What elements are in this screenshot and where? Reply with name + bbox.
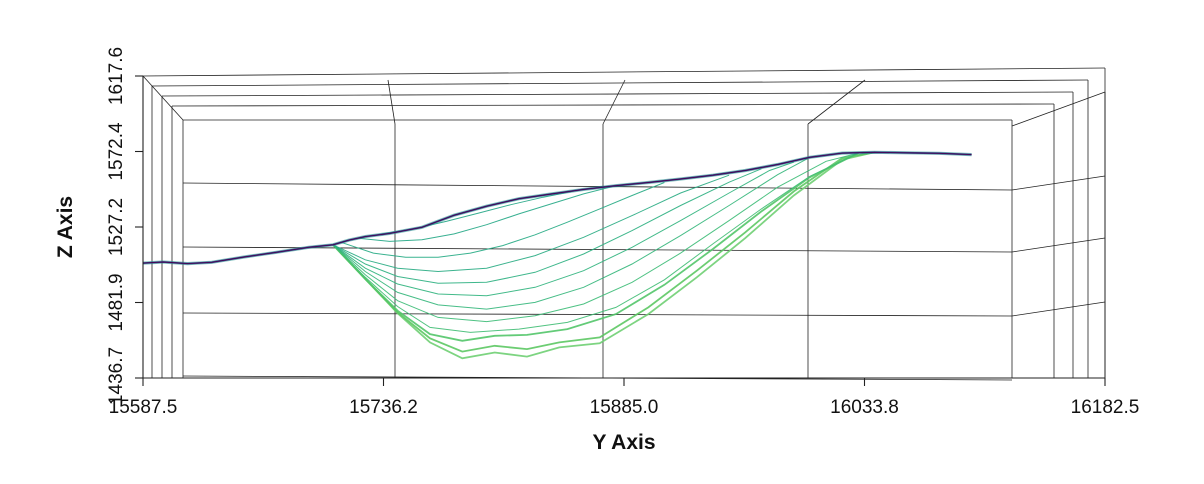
deformation-series-line xyxy=(340,182,665,258)
x-tick-label: 15885.0 xyxy=(590,397,659,418)
deformation-series-line xyxy=(332,151,875,360)
grid-line-vertical-depth xyxy=(602,79,626,125)
terrain-profile-group xyxy=(142,150,972,266)
z-axis-ticks: 1436.7 1481.9 1527.2 1572.4 1617.6 xyxy=(106,47,143,405)
z-tick-label: 1617.6 xyxy=(106,47,127,105)
z-tick-label: 1572.4 xyxy=(106,122,127,181)
z-tick-label: 1527.2 xyxy=(106,198,127,256)
deformation-series-group xyxy=(332,151,875,360)
x-axis-ticks: 15587.5 15736.2 15885.0 16033.8 16182.5 xyxy=(109,378,1140,418)
x-tick-label: 16182.5 xyxy=(1071,397,1140,418)
grid-line-horizontal xyxy=(182,312,1013,317)
box-edge-top xyxy=(161,91,1074,97)
x-tick-label: 16033.8 xyxy=(830,397,899,418)
box-edge-top xyxy=(171,103,1055,107)
z-tick-label: 1481.9 xyxy=(106,273,127,331)
deformation-series-line xyxy=(332,152,859,333)
box-corner-edge xyxy=(142,75,184,121)
grid-line-horizontal xyxy=(182,246,1013,253)
deformation-series-line xyxy=(332,152,859,342)
x-axis-title: Y Axis xyxy=(592,431,655,454)
deformation-series-line xyxy=(332,174,730,273)
deformation-series-line xyxy=(357,185,617,242)
z-tick-label: 1436.7 xyxy=(106,347,127,405)
box-edge-top xyxy=(151,79,1089,87)
x-tick-label: 15736.2 xyxy=(349,397,418,418)
grid-line-depth xyxy=(1011,301,1106,317)
grid-lines xyxy=(182,79,1106,381)
deformation-series-line xyxy=(332,156,811,310)
box-corner-edge xyxy=(1011,91,1106,127)
grid-line-depth xyxy=(1011,175,1106,191)
grid-line-depth xyxy=(1011,237,1106,253)
deformation-series-line xyxy=(332,151,875,353)
bounding-box-front-frame xyxy=(142,76,1106,379)
box-edge-top xyxy=(142,67,1106,77)
grid-line-vertical-depth xyxy=(387,79,396,125)
deformation-series-line xyxy=(332,152,859,323)
bounding-box-back-frame xyxy=(142,67,1106,378)
deformation-series-line xyxy=(332,168,762,284)
z-axis-title: Z Axis xyxy=(54,196,77,258)
x-tick-label: 15587.5 xyxy=(109,397,178,418)
deformation-series-line xyxy=(332,161,794,297)
terrain-profile-core xyxy=(142,151,972,265)
grid-line-vertical-depth xyxy=(807,79,866,125)
